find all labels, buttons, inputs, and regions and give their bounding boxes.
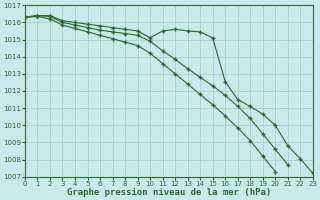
X-axis label: Graphe pression niveau de la mer (hPa): Graphe pression niveau de la mer (hPa): [67, 188, 271, 197]
